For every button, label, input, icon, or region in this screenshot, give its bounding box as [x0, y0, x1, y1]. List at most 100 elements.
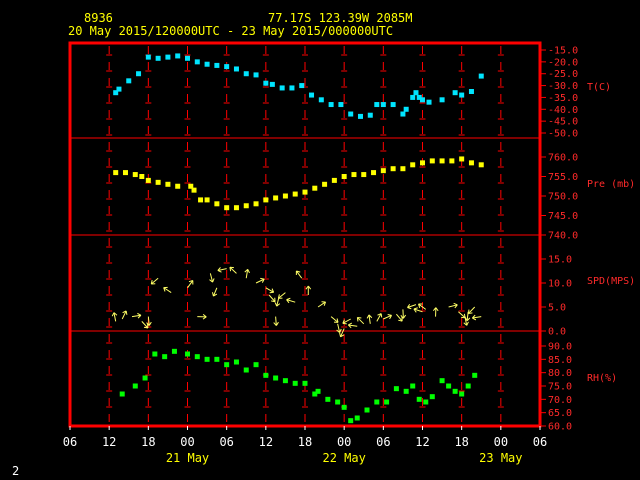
- rh-point: [423, 399, 429, 405]
- day-label: 21 May: [166, 451, 209, 465]
- temperature-point: [126, 78, 132, 84]
- wind-shaft: [330, 316, 339, 323]
- rh-point: [253, 362, 259, 368]
- wind-shaft: [418, 303, 427, 310]
- temperature-point: [338, 102, 344, 108]
- rh-point: [416, 396, 422, 402]
- x-tick-label: 18: [454, 435, 468, 449]
- temperature-point: [452, 90, 458, 96]
- pressure-point: [410, 162, 416, 168]
- wind-shaft: [255, 278, 265, 284]
- temperature-point: [309, 92, 315, 98]
- rh-point: [325, 396, 331, 402]
- wind-head: [418, 303, 421, 309]
- wind-head: [435, 307, 439, 312]
- pressure-point: [233, 205, 239, 211]
- rh-point: [403, 388, 409, 394]
- pressure-point: [188, 183, 194, 189]
- wind-shaft: [317, 301, 326, 308]
- wind-barb: [286, 297, 296, 304]
- wind-shaft: [348, 324, 358, 327]
- wind-head: [286, 299, 290, 304]
- wind-head: [398, 319, 403, 322]
- wind-head: [274, 302, 278, 307]
- y-tick-label: 70.0: [548, 395, 572, 406]
- wind-head: [273, 322, 277, 326]
- pressure-point: [175, 183, 181, 189]
- y-tick-label: -30.0: [548, 81, 578, 92]
- wind-shaft: [413, 308, 423, 313]
- day-label: 22 May: [322, 451, 365, 465]
- wind-barb: [356, 316, 365, 325]
- wind-head: [111, 312, 115, 317]
- wind-barb: [448, 302, 458, 309]
- wind-head: [472, 314, 476, 319]
- panel-label-pressure: Pre (mb): [587, 179, 635, 190]
- wind-head: [211, 292, 214, 297]
- rh-point: [384, 399, 390, 405]
- temperature-point: [367, 112, 373, 118]
- rh-point: [162, 354, 168, 360]
- temperature-point: [328, 102, 334, 108]
- rh-point: [429, 394, 435, 400]
- panel-label-wind: SPD(MPS): [587, 276, 635, 287]
- rh-point: [439, 378, 445, 384]
- wind-barb: [366, 314, 373, 324]
- wind-shaft: [209, 273, 214, 283]
- wind-barb: [336, 323, 342, 333]
- wind-barb: [141, 321, 149, 329]
- wind-barb: [400, 309, 407, 319]
- rh-point: [312, 391, 318, 397]
- pressure-point: [312, 185, 318, 191]
- wind-barb: [209, 273, 215, 283]
- pressure-point: [253, 201, 259, 207]
- wind-shaft: [376, 313, 382, 322]
- wind-head: [113, 312, 118, 316]
- temperature-point: [253, 72, 259, 78]
- pressure-point: [468, 160, 474, 166]
- y-tick-label: -15.0: [548, 46, 578, 57]
- temperature-point: [478, 73, 484, 79]
- y-tick-label: 750.0: [548, 192, 578, 203]
- y-tick-label: 755.0: [548, 172, 578, 183]
- temperature-point: [318, 97, 324, 103]
- panel-label-rh: RH(%): [587, 373, 617, 384]
- wind-barb: [418, 303, 427, 310]
- wind-shaft: [265, 287, 274, 293]
- wind-shaft: [275, 316, 277, 326]
- wind-barb: [197, 313, 207, 320]
- temperature-point: [136, 71, 142, 77]
- plot-area: -15.0-20.0-25.0-30.0-35.0-40.0-45.0-50.0…: [68, 41, 635, 433]
- pressure-point: [341, 174, 347, 179]
- y-tick-label: 760.0: [548, 153, 578, 164]
- temperature-point: [116, 86, 122, 92]
- wind-head: [217, 267, 221, 271]
- temperature-point: [403, 106, 409, 112]
- x-tick-label: 06: [219, 435, 233, 449]
- wind-barb: [330, 316, 339, 323]
- wind-head: [163, 287, 166, 292]
- wind-head: [387, 313, 392, 316]
- pressure-point: [145, 177, 151, 183]
- temperature-point: [279, 85, 285, 91]
- wind-barb: [396, 313, 403, 322]
- temperature-point: [263, 80, 269, 86]
- wind-barb: [111, 312, 118, 322]
- wind-shaft: [131, 314, 141, 318]
- wind-barb: [347, 322, 358, 329]
- wind-shaft: [212, 287, 218, 297]
- wind-barb: [121, 310, 128, 320]
- wind-head: [472, 317, 477, 321]
- wind-shaft: [458, 311, 466, 319]
- temperature-point: [357, 113, 363, 119]
- wind-head: [122, 310, 127, 314]
- y-tick-label: 75.0: [548, 382, 572, 393]
- rh-point: [341, 404, 347, 410]
- wind-shaft: [141, 321, 149, 329]
- pressure-point: [390, 166, 396, 172]
- wind-head: [188, 280, 193, 283]
- pressure-point: [132, 172, 138, 178]
- wind-barb: [295, 270, 303, 279]
- rh-point: [354, 415, 360, 421]
- wind-head: [209, 279, 213, 283]
